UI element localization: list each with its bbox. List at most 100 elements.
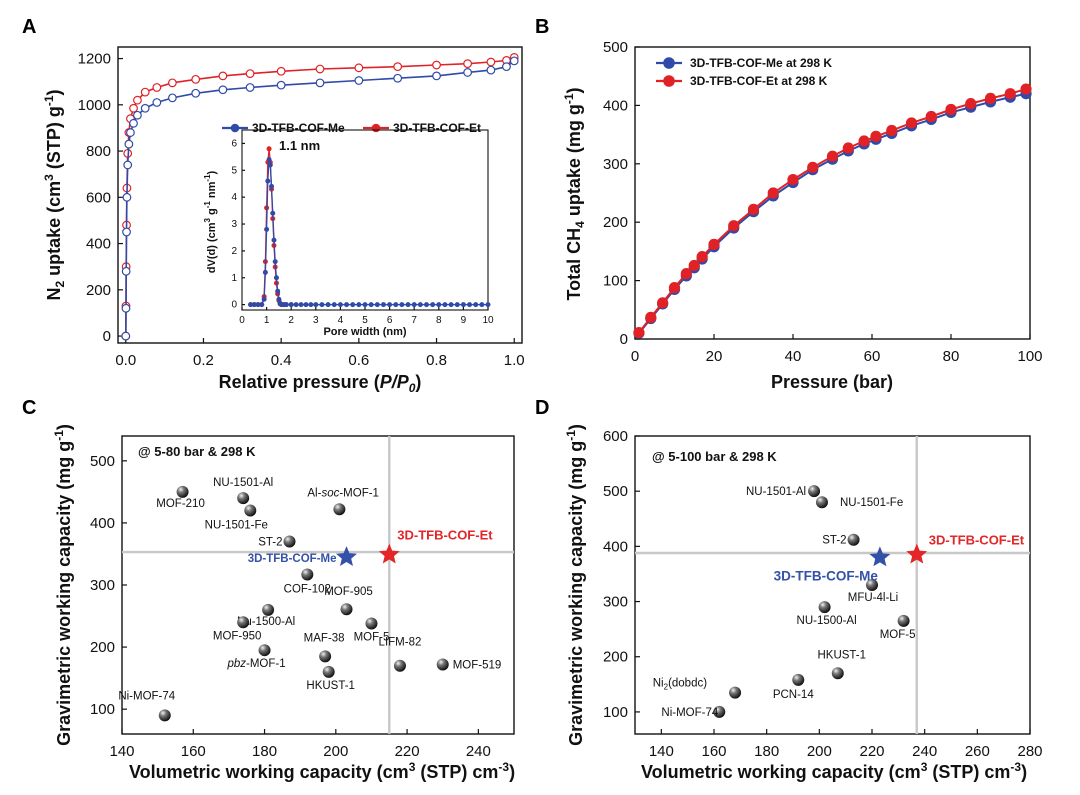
data-point xyxy=(319,302,325,308)
material-point xyxy=(808,485,821,498)
data-point xyxy=(858,135,870,147)
x-tick-label: 20 xyxy=(706,348,723,365)
data-point xyxy=(167,78,177,88)
x-tick-label: 5 xyxy=(362,315,368,326)
x-tick-label: 100 xyxy=(1017,348,1042,365)
material-point xyxy=(322,665,335,678)
y-tick-label: 800 xyxy=(86,143,111,160)
data-point xyxy=(303,302,309,308)
data-point xyxy=(266,157,272,163)
panel-label-d: D xyxy=(535,397,549,419)
data-point xyxy=(191,88,201,98)
data-point xyxy=(485,302,491,308)
panel-d-condition: @ 5-100 bar & 298 K xyxy=(652,449,777,464)
data-point xyxy=(129,103,138,113)
data-point xyxy=(271,237,277,243)
x-tick-label: 240 xyxy=(466,743,491,760)
data-point xyxy=(325,302,331,308)
data-point xyxy=(886,124,898,137)
x-tick-label: 1.0 xyxy=(504,352,525,369)
data-point xyxy=(424,302,429,308)
data-point xyxy=(387,302,393,308)
panel-a-frame xyxy=(117,46,523,344)
material-label: NU-1500-Al xyxy=(797,615,857,627)
data-point xyxy=(288,302,294,308)
data-point xyxy=(688,259,700,272)
material-label: ST-2 xyxy=(258,537,282,549)
data-point xyxy=(668,282,681,294)
data-point xyxy=(965,98,977,110)
series-line xyxy=(638,92,1027,334)
material-label: NU-1501-Fe xyxy=(205,520,268,532)
data-point xyxy=(140,87,150,97)
star-marker xyxy=(378,543,400,564)
y-tick-label: 200 xyxy=(90,639,115,656)
panel-d-points: NU-1501-Al NU-1501-Fe ST-2 MFU-4l-Li NU-1500… xyxy=(653,485,1025,719)
data-point xyxy=(126,128,135,137)
x-tick-label: 200 xyxy=(807,743,832,760)
panel-a: 0.0 0.2 0.4 0.6 0.8 1.0020040060080010001200 … xyxy=(42,46,525,395)
panel-d-frame xyxy=(634,435,1031,735)
y-tick-label: 300 xyxy=(603,156,628,173)
legend-label-me: 3D-TFB-COF-Me xyxy=(252,121,345,135)
material-label: Nu-1500-Al xyxy=(237,616,295,628)
x-tick-label: 200 xyxy=(323,743,348,760)
x-tick-label: 3 xyxy=(313,315,319,326)
x-tick-label: 180 xyxy=(754,743,779,760)
panel-b-ticks: 0 20 40 60 80 100 0 100 200 300 400 500 xyxy=(603,39,1043,365)
panel-b-xlabel: Pressure (bar) xyxy=(771,372,893,392)
panel-c: 140 160 180 200 220 240 100 200 300 400 500 MOF-21… xyxy=(52,424,515,782)
y-tick-label: 300 xyxy=(603,594,628,611)
data-point xyxy=(283,302,289,308)
legend-marker-b-me xyxy=(663,57,675,69)
y-tick-label: 500 xyxy=(603,39,628,56)
data-point xyxy=(502,62,511,72)
y-tick-label: 6 xyxy=(231,138,237,149)
data-point xyxy=(925,110,937,123)
material-point xyxy=(393,659,406,672)
x-tick-label: 6 xyxy=(387,315,393,326)
y-tick-label: 100 xyxy=(603,273,628,290)
x-tick-label: 140 xyxy=(109,743,134,760)
material-label: MOF-5 xyxy=(354,631,390,643)
panel-c-ylabel: Gravimetric working capacity (mg g-1) xyxy=(52,424,74,746)
material-point xyxy=(713,705,726,718)
panel-a-xlabel: Relative pressure (P/P0) xyxy=(219,372,422,395)
data-point xyxy=(945,103,957,116)
panel-c-ticks: 140 160 180 200 220 240 100 200 300 400 500 xyxy=(90,453,491,760)
data-point xyxy=(276,80,286,90)
legend-marker-me xyxy=(230,123,240,133)
material-label: HKUST-1 xyxy=(306,680,355,692)
panel-label-c: C xyxy=(22,397,36,419)
y-tick-label: 400 xyxy=(603,97,628,114)
data-point xyxy=(124,139,134,149)
material-point xyxy=(319,650,332,663)
x-tick-label: 160 xyxy=(701,743,726,760)
panel-c-reference-lines xyxy=(122,436,514,734)
x-tick-label: 160 xyxy=(181,743,206,760)
panel-label-a: A xyxy=(22,16,36,38)
data-point xyxy=(432,60,441,70)
panel-d-ylabel: Gravimetric working capacity (mg g-1) xyxy=(564,424,586,746)
panel-d-reference-lines xyxy=(635,436,1030,734)
y-tick-label: 1 xyxy=(231,273,237,284)
data-point xyxy=(728,220,740,232)
material-label: COF-102 xyxy=(284,583,331,595)
star-label: 3D-TFB-COF-Me xyxy=(248,553,337,565)
material-label: NU-1501-Fe xyxy=(840,497,903,509)
data-point xyxy=(266,146,272,152)
star-marker xyxy=(869,546,891,567)
y-tick-label: 200 xyxy=(603,649,628,666)
y-tick-label: 300 xyxy=(90,577,115,594)
data-point xyxy=(167,93,177,103)
data-point xyxy=(133,110,142,120)
material-label: MAF-38 xyxy=(304,632,345,644)
material-point xyxy=(365,617,378,630)
panel-d: 140 160 180 200 220 240 260 280 100 200 300 400 500 6… xyxy=(564,424,1043,782)
data-point xyxy=(417,302,423,308)
data-point xyxy=(463,68,473,77)
data-point xyxy=(337,302,343,308)
data-point xyxy=(315,64,325,74)
data-point xyxy=(411,302,417,308)
legend-marker-et xyxy=(371,123,381,133)
